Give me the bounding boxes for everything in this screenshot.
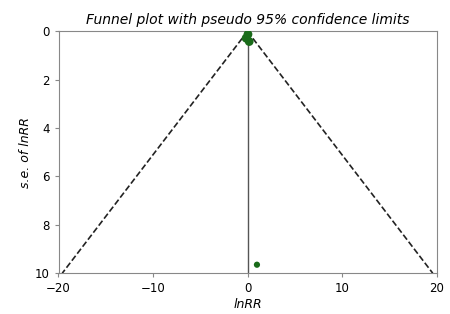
Point — [243, 36, 250, 41]
Point — [253, 262, 261, 267]
X-axis label: lnRR: lnRR — [233, 298, 262, 311]
Point — [244, 32, 252, 37]
Point — [246, 39, 253, 44]
Title: Funnel plot with pseudo 95% confidence limits: Funnel plot with pseudo 95% confidence l… — [86, 14, 409, 27]
Y-axis label: s.e. of lnRR: s.e. of lnRR — [19, 117, 32, 188]
